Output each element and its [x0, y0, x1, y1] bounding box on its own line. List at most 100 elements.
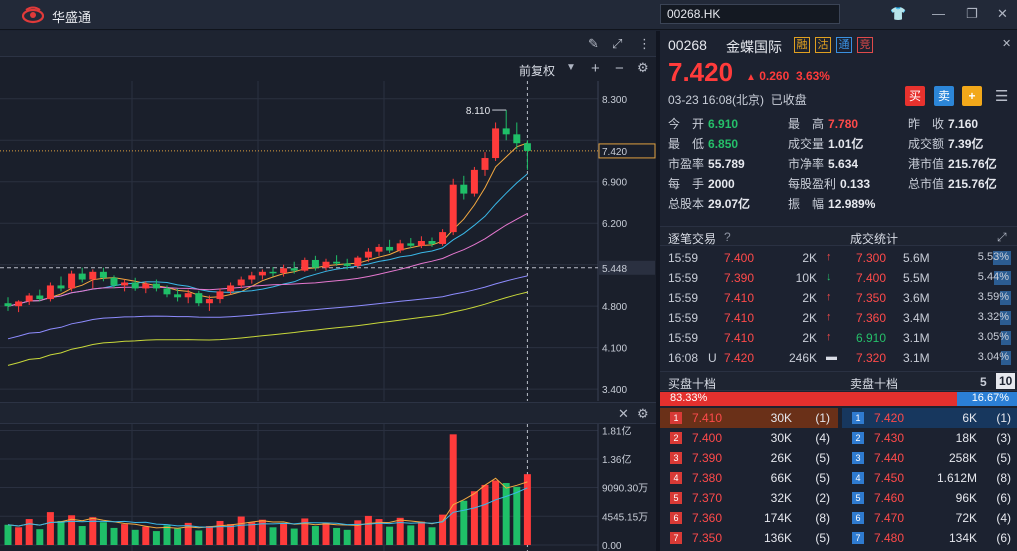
volume-bar[interactable] [248, 522, 256, 545]
panel-divider[interactable] [656, 31, 660, 551]
close-panel-icon[interactable]: ✕ [1002, 38, 1012, 50]
candle-body[interactable] [184, 293, 192, 298]
volume-bar[interactable] [89, 517, 97, 545]
candle-body[interactable] [195, 293, 203, 304]
trade-stats-title[interactable]: 成交统计 [850, 232, 899, 246]
candle-body[interactable] [68, 273, 76, 289]
candle-body[interactable] [428, 241, 436, 244]
volume-bar[interactable] [216, 520, 224, 545]
candle-body[interactable] [470, 169, 478, 194]
levels-5-button[interactable]: 5 [980, 375, 987, 389]
volume-bar[interactable] [131, 529, 139, 545]
volume-bar[interactable] [375, 519, 383, 545]
chevron-down-icon[interactable]: ▼ [566, 62, 576, 73]
volume-chart[interactable]: 1.81亿 1.36亿 9090.30万 4545.15万 0.00 [0, 424, 656, 551]
candle-body[interactable] [99, 271, 107, 278]
candle-body[interactable] [280, 268, 288, 273]
candle-body[interactable] [375, 246, 383, 252]
volume-bar[interactable] [333, 527, 341, 545]
help-icon[interactable]: ? [724, 230, 731, 244]
bid-row[interactable]: 7 7.350 136K (5) [660, 528, 838, 548]
candle-body[interactable] [78, 273, 86, 280]
candle-body[interactable] [354, 257, 362, 266]
volume-bar[interactable] [354, 520, 362, 545]
minimize-icon[interactable]: — [932, 6, 945, 21]
ask-row[interactable]: 7 7.480 134K (6) [842, 528, 1017, 548]
ask-row[interactable]: 2 7.430 18K (3) [842, 428, 1017, 448]
draw-pen-icon[interactable]: ✎ [588, 36, 599, 51]
volume-bar[interactable] [195, 530, 203, 545]
skin-icon[interactable]: 👕 [890, 6, 907, 21]
more-icon[interactable]: ⋮ [638, 36, 651, 51]
volume-bar[interactable] [269, 527, 277, 545]
volume-bar[interactable] [343, 529, 351, 545]
volume-bar[interactable] [449, 434, 457, 545]
volume-bar[interactable] [163, 525, 171, 545]
menu-icon[interactable]: ☰ [995, 88, 1009, 105]
candle-body[interactable] [343, 263, 351, 266]
sell-button[interactable]: 卖 [934, 86, 954, 106]
candle-body[interactable] [258, 271, 266, 276]
add-watchlist-button[interactable]: + [962, 86, 982, 106]
volume-bar[interactable] [322, 522, 330, 545]
volume-bar[interactable] [258, 519, 266, 545]
candle-body[interactable] [513, 134, 521, 144]
volume-bar[interactable] [513, 486, 521, 545]
candle-body[interactable] [269, 271, 277, 274]
volume-bar[interactable] [142, 526, 150, 545]
candle-body[interactable] [449, 184, 457, 233]
volume-settings-icon[interactable]: ⚙ [637, 406, 649, 421]
bid-row[interactable]: 6 7.360 174K (8) [660, 508, 838, 528]
volume-bar[interactable] [502, 483, 510, 545]
volume-bar[interactable] [470, 491, 478, 545]
search-input[interactable] [660, 4, 840, 24]
candle-body[interactable] [492, 128, 500, 159]
volume-bar[interactable] [481, 484, 489, 545]
candle-body[interactable] [4, 303, 12, 307]
volume-bar[interactable] [428, 527, 436, 545]
volume-bar[interactable] [492, 480, 500, 545]
candle-body[interactable] [174, 294, 182, 298]
volume-bar[interactable] [46, 512, 54, 545]
zoom-in-icon[interactable]: + [591, 60, 600, 77]
buy-button[interactable]: 买 [905, 86, 925, 106]
candle-body[interactable] [227, 285, 235, 292]
volume-bar[interactable] [280, 523, 288, 545]
volume-bar[interactable] [68, 515, 76, 545]
volume-bar[interactable] [237, 516, 245, 545]
volume-bar[interactable] [301, 518, 309, 545]
candle-body[interactable] [131, 282, 139, 289]
expand-icon[interactable]: ⤢ [612, 36, 623, 51]
candle-body[interactable] [163, 288, 171, 295]
candle-body[interactable] [110, 277, 118, 286]
volume-bar[interactable] [290, 528, 298, 545]
close-icon[interactable]: ✕ [997, 6, 1008, 21]
bid-row[interactable]: 5 7.370 32K (2) [660, 488, 838, 508]
candle-body[interactable] [439, 232, 447, 244]
candle-body[interactable] [46, 285, 54, 300]
ask-row[interactable]: 1 7.420 6K (1) [842, 408, 1017, 428]
volume-bar[interactable] [57, 520, 65, 545]
volume-bar[interactable] [417, 521, 425, 545]
candle-body[interactable] [121, 282, 129, 286]
candle-body[interactable] [502, 128, 510, 135]
bid-row[interactable]: 3 7.390 26K (5) [660, 448, 838, 468]
candle-body[interactable] [89, 271, 97, 280]
adjust-select[interactable]: 前复权 [519, 64, 556, 78]
bid-row[interactable]: 1 7.410 30K (1) [660, 408, 838, 428]
volume-bar[interactable] [205, 526, 213, 545]
volume-bar[interactable] [25, 519, 33, 545]
volume-bar[interactable] [78, 526, 86, 545]
candle-body[interactable] [216, 291, 224, 300]
bid-row[interactable]: 4 7.380 66K (5) [660, 468, 838, 488]
candlestick-chart[interactable]: 8.110 8.300 7.420 6.900 6.200 5.448 4.800 4.10… [0, 81, 656, 401]
ask-row[interactable]: 4 7.450 1.612M (8) [842, 468, 1017, 488]
ask-row[interactable]: 3 7.440 258K (5) [842, 448, 1017, 468]
candle-body[interactable] [301, 259, 309, 271]
tick-trades-title[interactable]: 逐笔交易 [668, 232, 717, 246]
volume-bar[interactable] [364, 515, 372, 545]
volume-bar[interactable] [15, 527, 23, 545]
candle-body[interactable] [237, 279, 245, 286]
levels-10-button[interactable]: 10 [996, 373, 1016, 389]
ask-row[interactable]: 6 7.470 72K (4) [842, 508, 1017, 528]
